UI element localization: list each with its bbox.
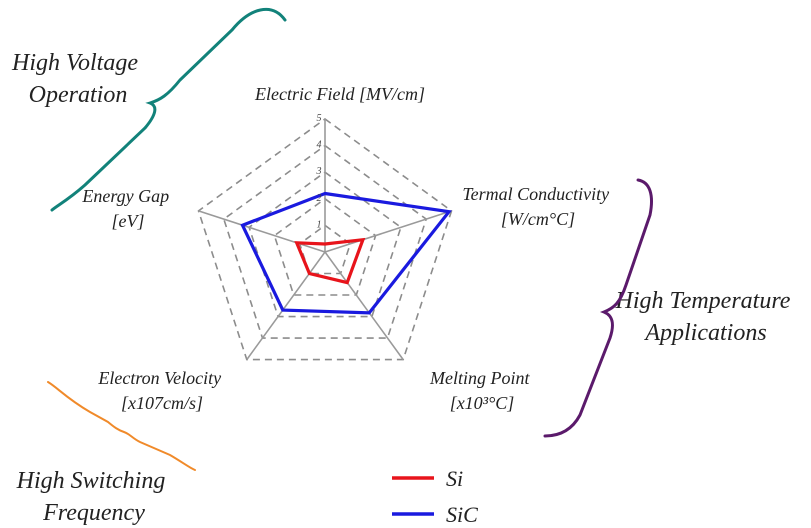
spoke-electron_velocity <box>246 251 326 361</box>
tick-label-5: 5 <box>317 113 322 124</box>
axis-label-thermal-conductivity: Termal Conductivity [W/cm°C] <box>462 184 613 229</box>
axis-label-electron-velocity: Electron Velocity [x107cm/s] <box>97 368 225 413</box>
brace-high-switching <box>47 381 196 471</box>
annotation-high-voltage: High Voltage Operation <box>11 50 144 108</box>
tick-label-1: 1 <box>317 219 322 230</box>
radar-grid <box>197 118 453 361</box>
brace-high-voltage <box>50 8 287 212</box>
series-si <box>294 237 366 285</box>
spoke-melting_point <box>324 251 404 361</box>
spoke-energy_gap <box>198 210 326 253</box>
grid-ring-4 <box>222 144 428 339</box>
axis-label-electric-field: Electric Field [MV/cm] <box>254 84 425 104</box>
series-sic <box>240 191 452 315</box>
tick-label-3: 3 <box>316 166 322 177</box>
radar-series <box>240 191 452 315</box>
tick-label-4: 4 <box>317 140 322 151</box>
axis-label-energy-gap: Energy Gap [eV] <box>81 186 173 231</box>
tick-label-2: 2 <box>317 193 322 204</box>
radar-spokes <box>198 119 452 361</box>
annotation-high-temperature: High Temperature Applications <box>615 288 797 346</box>
legend-label-sic: SiC <box>446 502 478 527</box>
annotation-high-switching: High Switching Frequency <box>16 468 172 526</box>
grid-ring-3 <box>248 171 402 318</box>
axis-label-melting-point: Melting Point [x10³°C] <box>429 368 534 413</box>
legend-label-si: Si <box>446 466 463 491</box>
spoke-thermal_conductivity <box>324 210 452 253</box>
brace-high-temperature <box>543 178 653 438</box>
grid-ring-5 <box>197 118 453 361</box>
radar-tick-labels: 1 2 3 4 5 <box>316 113 322 230</box>
grid-ring-2 <box>273 197 377 296</box>
